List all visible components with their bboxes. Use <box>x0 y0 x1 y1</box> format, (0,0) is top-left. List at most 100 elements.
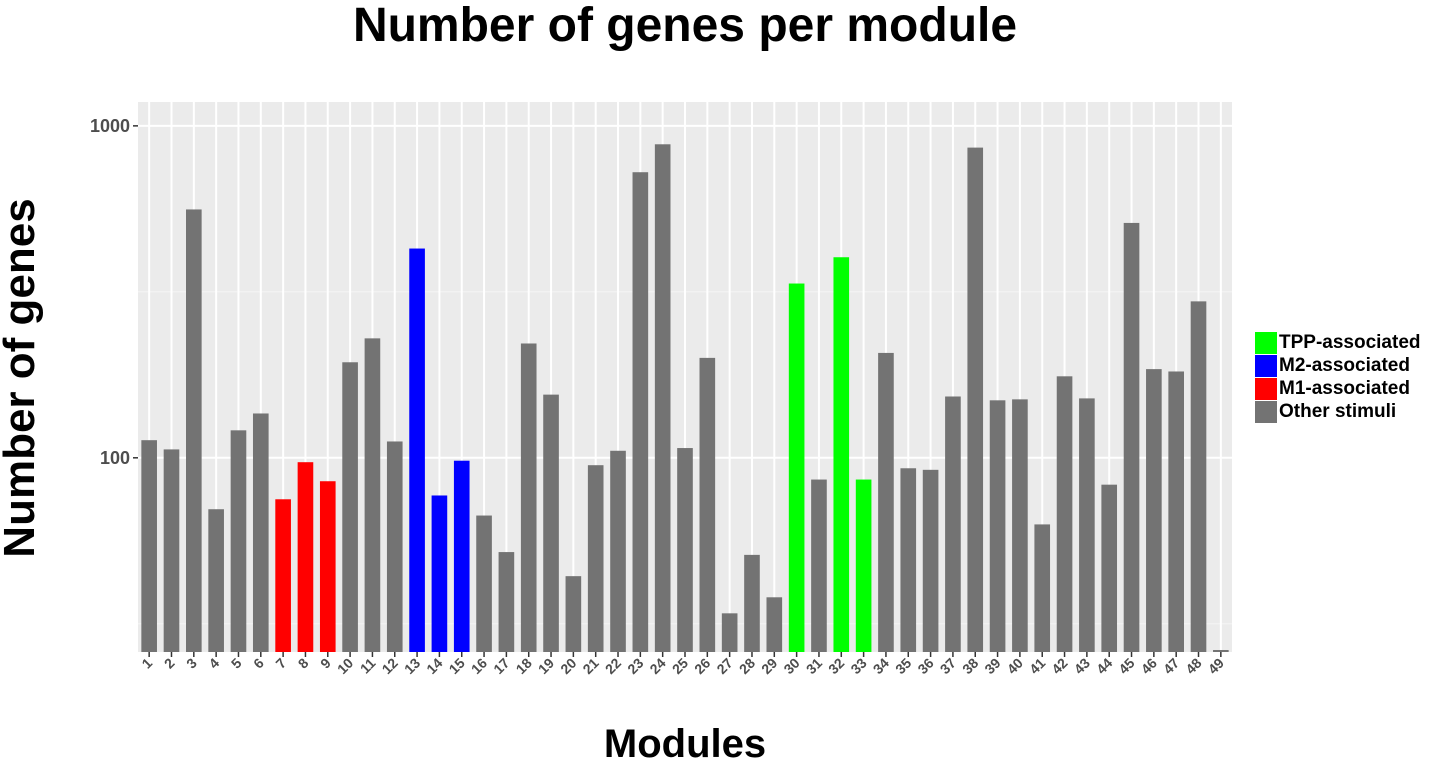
legend-item: TPP-associated <box>1255 331 1421 354</box>
bar-module-24 <box>654 144 671 653</box>
bar-module-33 <box>855 479 872 652</box>
x-tick-label: 12 <box>379 655 401 677</box>
bar-module-10 <box>342 362 358 652</box>
bar-module-21 <box>587 465 604 652</box>
bar-module-27 <box>721 613 738 652</box>
bar-module-45 <box>1123 222 1140 652</box>
x-tick-label: 41 <box>1026 655 1048 677</box>
x-tick-label: 13 <box>401 655 423 677</box>
x-axis: 1 2 3 4 5 6 7 8 9 10 11 12 13 14 15 16 17 18 19 20 21 22 23 24 2… <box>138 652 1227 677</box>
legend-label: M1-associated <box>1279 377 1410 399</box>
x-tick-label: 17 <box>490 655 512 677</box>
x-tick-label: 40 <box>1004 655 1026 677</box>
x-tick-label: 21 <box>579 655 601 677</box>
chart-title: Number of genes per module <box>352 0 1018 52</box>
y-axis: 100 1000 <box>90 116 138 468</box>
x-tick-label: 23 <box>624 655 646 677</box>
bar-module-8 <box>297 462 314 652</box>
x-tick-label: 46 <box>1138 655 1160 677</box>
x-tick-label: 1 <box>138 655 155 672</box>
bar-module-11 <box>364 338 381 652</box>
x-tick-label: 34 <box>870 655 892 677</box>
bar-module-46 <box>1146 369 1162 652</box>
x-tick-label: 47 <box>1160 655 1182 677</box>
x-tick-label: 7 <box>272 655 289 672</box>
bar-module-42 <box>1056 376 1073 652</box>
x-tick-label: 49 <box>1205 655 1227 677</box>
legend-swatch <box>1255 400 1277 423</box>
bar-module-15 <box>453 460 470 652</box>
legend: TPP-associated M2-associated M1-associated… <box>1255 331 1421 423</box>
legend-item: M2-associated <box>1255 354 1421 377</box>
bar-module-5 <box>230 430 247 652</box>
bar-module-18 <box>520 343 537 652</box>
bar-module-19 <box>543 394 559 652</box>
x-tick-label: 22 <box>602 655 624 677</box>
x-tick-label: 19 <box>535 655 557 677</box>
x-tick-label: 11 <box>357 655 379 677</box>
bar-module-40 <box>1012 399 1028 652</box>
x-tick-label: 10 <box>334 655 356 677</box>
bar-module-37 <box>945 396 961 652</box>
legend-swatch <box>1255 377 1277 400</box>
bar-module-43 <box>1079 398 1095 652</box>
x-tick-label: 44 <box>1093 655 1115 677</box>
x-tick-label: 39 <box>981 655 1003 677</box>
bar-module-2 <box>163 449 180 652</box>
x-tick-label: 27 <box>713 655 735 677</box>
x-tick-label: 20 <box>557 655 579 677</box>
bar-module-48 <box>1190 301 1207 652</box>
x-tick-label: 36 <box>914 655 936 677</box>
bar-module-39 <box>989 400 1006 652</box>
bar-module-3 <box>186 209 202 652</box>
x-tick-label: 35 <box>892 655 914 677</box>
bar-module-6 <box>252 413 269 652</box>
legend-item: M1-associated <box>1255 377 1421 400</box>
legend-label: Other stimuli <box>1279 400 1397 422</box>
bar-module-36 <box>922 469 939 652</box>
x-tick-label: 31 <box>803 655 825 677</box>
bar-module-47 <box>1168 371 1184 652</box>
bars <box>141 144 1229 653</box>
x-tick-label: 29 <box>758 655 780 677</box>
bar-module-32 <box>833 257 850 652</box>
x-tick-label: 48 <box>1182 655 1204 677</box>
bar-module-1 <box>141 440 157 652</box>
x-tick-label: 45 <box>1115 655 1137 677</box>
x-tick-label: 9 <box>317 655 334 672</box>
x-tick-label: 15 <box>446 655 468 677</box>
legend-label: TPP-associated <box>1279 331 1421 353</box>
bar-module-25 <box>677 448 693 652</box>
bar-module-34 <box>878 352 894 652</box>
y-axis-title-text: Number of genes <box>0 198 44 558</box>
bar-module-14 <box>431 495 448 652</box>
x-tick-label: 37 <box>937 655 959 677</box>
legend-item: Other stimuli <box>1255 400 1421 423</box>
bar-module-44 <box>1101 484 1118 652</box>
bar-module-35 <box>900 468 917 652</box>
bar-module-9 <box>319 481 336 652</box>
x-tick-label: 3 <box>183 655 200 672</box>
x-tick-label: 32 <box>825 655 847 677</box>
bar-module-23 <box>632 172 649 652</box>
legend-label: M2-associated <box>1279 354 1410 376</box>
x-tick-label: 8 <box>295 655 312 672</box>
bar-module-12 <box>386 441 403 652</box>
bar-module-20 <box>565 576 582 652</box>
bar-module-29 <box>766 597 783 652</box>
bar-module-13 <box>409 248 425 652</box>
legend-swatch <box>1255 354 1277 377</box>
y-tick-label: 100 <box>100 448 130 468</box>
x-tick-label: 24 <box>646 655 668 677</box>
x-tick-label: 30 <box>780 655 802 677</box>
x-tick-label: 4 <box>205 655 222 672</box>
y-tick-label: 1000 <box>90 116 130 136</box>
bar-module-4 <box>208 509 224 652</box>
bar-module-49 <box>1213 650 1229 652</box>
x-tick-label: 28 <box>736 655 758 677</box>
x-tick-label: 43 <box>1071 655 1093 677</box>
x-tick-label: 42 <box>1048 655 1070 677</box>
x-tick-label: 18 <box>513 655 535 677</box>
x-tick-label: 5 <box>228 655 245 672</box>
